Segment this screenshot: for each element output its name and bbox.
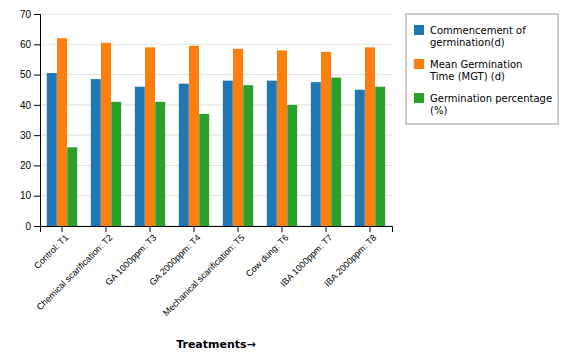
bar [243, 85, 253, 226]
legend-item: Germination percentage(%) [414, 93, 552, 116]
bar-series [57, 38, 375, 226]
legend-item: Commencement ofgermination(d) [414, 25, 526, 48]
bar [375, 87, 385, 226]
y-tick-mark [34, 44, 40, 45]
x-axis-title: Treatments→ [176, 338, 256, 351]
legend-label: Commencement ofgermination(d) [430, 25, 526, 48]
bar-series [47, 73, 365, 226]
legend-label-line: Time (MGT) (d) [429, 71, 505, 82]
y-tick-mark [34, 196, 40, 197]
bar [101, 43, 111, 226]
x-tick: Cow dung: T6 [244, 226, 291, 279]
y-tick: 0 [25, 221, 40, 232]
y-tick: 60 [20, 39, 40, 50]
x-tick-label: Cow dung: T6 [244, 232, 291, 279]
x-axis: Control: T1Chemical scarification: T2GA … [32, 226, 393, 318]
x-tick-mark [282, 226, 283, 232]
bar [91, 79, 101, 226]
y-tick-mark [34, 226, 40, 227]
bar [365, 47, 375, 226]
x-tick-label: IBA 2000ppm: T8 [322, 232, 378, 288]
y-tick-label: 20 [20, 160, 32, 171]
x-tick-mark [62, 226, 63, 232]
y-tick: 10 [20, 190, 40, 201]
y-tick-label: 30 [20, 130, 32, 141]
bar [311, 82, 321, 226]
x-axis-line [41, 227, 393, 233]
legend-frame [406, 14, 558, 124]
legend-label-line: germination(d) [430, 37, 505, 48]
bar [179, 84, 189, 226]
bar [111, 102, 121, 226]
y-tick-mark [34, 165, 40, 166]
bar [277, 50, 287, 226]
x-tick-label: Mechanical scarification: T5 [161, 232, 246, 317]
bar [321, 52, 331, 226]
y-tick: 30 [20, 130, 40, 141]
x-tick: Chemical scarification: T2 [35, 226, 115, 312]
bar [355, 90, 365, 226]
y-tick-label: 10 [20, 190, 32, 201]
grid [40, 14, 392, 226]
bar [67, 147, 77, 226]
x-tick-mark [370, 226, 371, 232]
legend-swatch [414, 59, 424, 69]
bar-series [67, 78, 385, 226]
x-tick-mark [194, 226, 195, 232]
y-tick: 50 [20, 69, 40, 80]
bar [223, 81, 233, 226]
bar [135, 87, 145, 226]
y-axis: 0 10 20 30 40 50 60 70 [20, 9, 41, 232]
x-tick: IBA 2000ppm: T8 [322, 226, 378, 289]
bar [145, 47, 155, 226]
x-tick-mark [326, 226, 327, 232]
grid-line [40, 44, 392, 45]
y-axis-line [34, 15, 41, 227]
y-tick-mark [34, 75, 40, 76]
bar [47, 73, 57, 226]
legend-label: Germination percentage(%) [430, 93, 552, 116]
legend-label-line: Germination percentage [430, 93, 552, 104]
x-tick: Mechanical scarification: T5 [161, 226, 246, 318]
x-tick-mark [150, 226, 151, 232]
x-tick: Control: T1 [32, 226, 70, 271]
y-tick-label: 50 [20, 69, 32, 80]
y-tick-mark [34, 135, 40, 136]
grid-line [40, 74, 392, 75]
legend-item: Mean GerminationTime (MGT) (d) [414, 59, 522, 82]
y-tick: 40 [20, 100, 40, 111]
x-tick-mark [238, 226, 239, 232]
y-tick-mark [34, 14, 40, 15]
legend-label-line: Mean Germination [430, 59, 522, 70]
bars [47, 38, 385, 226]
bar [331, 78, 341, 226]
x-tick-label: Control: T1 [32, 232, 70, 270]
legend: Commencement ofgermination(d) Mean Germin… [406, 14, 558, 124]
legend-label: Mean GerminationTime (MGT) (d) [429, 59, 522, 82]
x-tick-label: Chemical scarification: T2 [35, 232, 115, 312]
bar [287, 105, 297, 226]
y-tick: 20 [20, 160, 40, 171]
y-tick-mark [34, 105, 40, 106]
bar [155, 102, 165, 226]
bar [233, 49, 243, 226]
legend-swatch [414, 93, 424, 103]
bar [199, 114, 209, 226]
bar [267, 81, 277, 226]
grid-line [40, 14, 392, 15]
plot: 0 10 20 30 40 50 60 70 Control: T1Chemical scari… [20, 9, 393, 318]
y-tick-label: 0 [25, 221, 31, 232]
chart: 0 10 20 30 40 50 60 70 Control: T1Chemical scari… [0, 0, 570, 354]
legend-swatch [414, 25, 424, 35]
legend-label-line: Commencement of [430, 25, 526, 36]
y-tick: 70 [20, 9, 40, 20]
y-tick-label: 60 [20, 39, 32, 50]
bar [189, 46, 199, 226]
x-tick-mark [106, 226, 107, 232]
y-tick-label: 40 [20, 100, 32, 111]
legend-label-line: (%) [430, 105, 447, 116]
y-tick-label: 70 [20, 9, 32, 20]
bar [57, 38, 67, 226]
